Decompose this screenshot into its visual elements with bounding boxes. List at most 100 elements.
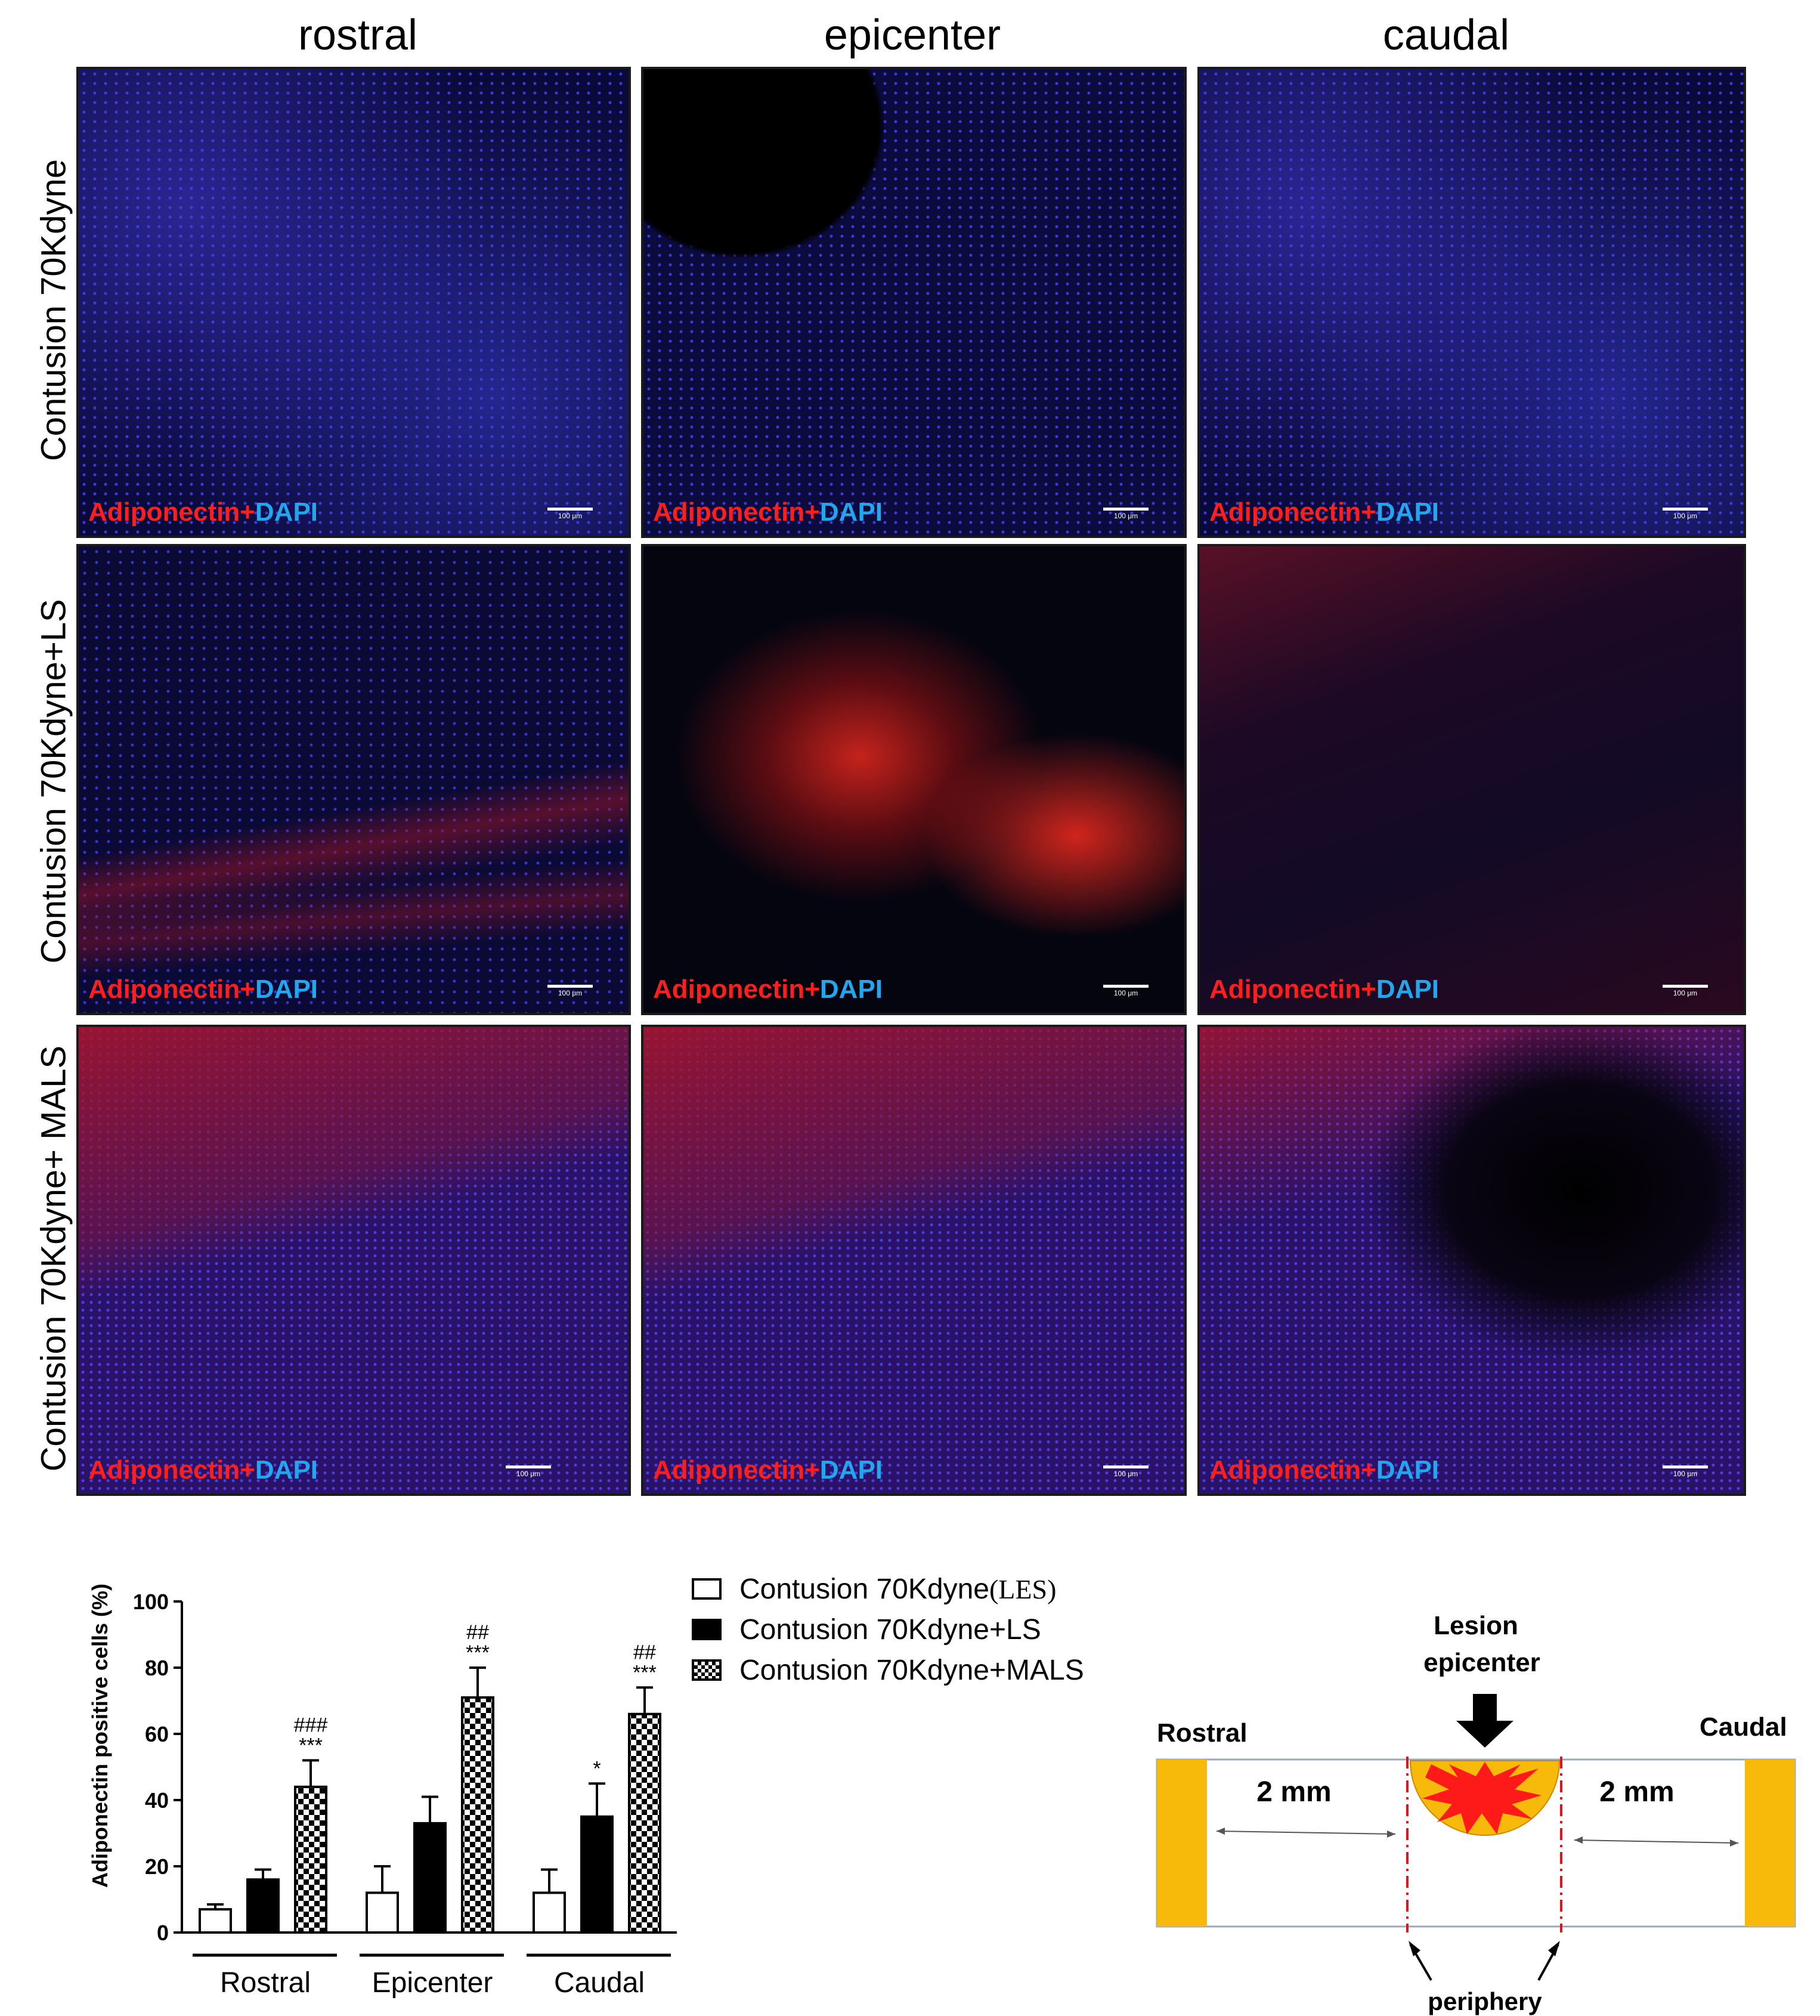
scale-bar-label: 100 μm bbox=[1113, 1470, 1138, 1478]
stain-counterstain: DAPI bbox=[1376, 497, 1440, 527]
scale-bar-label: 100 μm bbox=[1113, 989, 1138, 997]
scale-bar: 100 μm bbox=[1103, 1465, 1149, 1478]
legend-swatch-filled bbox=[692, 1619, 722, 1640]
scale-bar: 100 μm bbox=[1663, 985, 1708, 997]
scale-bar-label: 100 μm bbox=[1113, 512, 1138, 520]
scale-bar: 100 μm bbox=[1103, 985, 1149, 997]
scale-bar-line bbox=[1103, 1465, 1149, 1468]
schematic-lesion-label-2: epicenter bbox=[1423, 1648, 1540, 1677]
micrograph-contusion-ls-epicenter: Adiponectin+DAPI 100 μm bbox=[641, 544, 1187, 1015]
scale-bar-line bbox=[1663, 985, 1708, 988]
micrograph-contusion-mals-caudal: Adiponectin+DAPI 100 μm bbox=[1197, 1025, 1746, 1496]
scale-bar-line bbox=[1103, 985, 1149, 988]
schematic-rostral-label: Rostral bbox=[1157, 1718, 1248, 1748]
micrograph-contusion-rostral: Adiponectin+DAPI 100 μm bbox=[76, 67, 631, 538]
schematic-periphery-label: periphery bbox=[1428, 1987, 1542, 2015]
stain-marker: Adiponectin+ bbox=[88, 497, 255, 527]
scale-bar: 100 μm bbox=[547, 508, 593, 520]
schematic-lesion-label-1: Lesion bbox=[1434, 1611, 1518, 1640]
legend-swatch-checkered bbox=[692, 1659, 722, 1681]
scale-bar: 100 μm bbox=[547, 985, 593, 997]
row-label-contusion-mals: Contusion 70Kdyne+ MALS bbox=[34, 1045, 73, 1472]
schematic-left-distance: 2 mm bbox=[1256, 1776, 1331, 1808]
distance-arrow-left bbox=[1216, 1831, 1396, 1835]
x-category-label: Rostral bbox=[220, 1967, 311, 1999]
bar bbox=[413, 1822, 447, 1934]
stain-counterstain: DAPI bbox=[1376, 1455, 1440, 1485]
scale-bar-label: 100 μm bbox=[516, 1470, 541, 1478]
scale-bar-line bbox=[506, 1465, 551, 1468]
scale-bar-line bbox=[1103, 508, 1149, 511]
legend-label-les: Contusion 70Kdyne bbox=[739, 1573, 989, 1605]
y-tick-label: 40 bbox=[145, 1788, 169, 1813]
stain-label: Adiponectin+DAPI bbox=[88, 497, 318, 527]
legend-label-ls: Contusion 70Kdyne+LS bbox=[739, 1613, 1041, 1646]
schematic-caudal-label: Caudal bbox=[1700, 1712, 1787, 1742]
micrograph-contusion-mals-epicenter: Adiponectin+DAPI 100 μm bbox=[641, 1025, 1187, 1496]
bar bbox=[461, 1696, 494, 1934]
legend-item-les: Contusion 70Kdyne (LES) bbox=[692, 1569, 1084, 1609]
stain-marker: Adiponectin+ bbox=[1209, 497, 1376, 527]
y-tick-label: 20 bbox=[145, 1854, 169, 1879]
bar bbox=[580, 1815, 614, 1934]
stain-marker: Adiponectin+ bbox=[653, 497, 820, 527]
legend-item-mals: Contusion 70Kdyne+MALS bbox=[692, 1650, 1084, 1690]
arrowhead-right-a bbox=[1574, 1836, 1583, 1844]
y-tick-label: 60 bbox=[145, 1722, 169, 1746]
bar bbox=[533, 1891, 566, 1934]
significance-mark: *** bbox=[633, 1661, 657, 1684]
impact-arrow-icon bbox=[1456, 1694, 1513, 1748]
stain-label: Adiponectin+DAPI bbox=[653, 975, 883, 1004]
legend-item-ls: Contusion 70Kdyne+LS bbox=[692, 1609, 1084, 1650]
stain-label: Adiponectin+DAPI bbox=[653, 1455, 883, 1485]
scale-bar-label: 100 μm bbox=[1673, 989, 1698, 997]
column-label-rostral: rostral bbox=[298, 11, 418, 59]
x-category-label: Caudal bbox=[554, 1967, 645, 1999]
y-tick-label: 100 bbox=[133, 1590, 169, 1614]
stain-marker: Adiponectin+ bbox=[1209, 1455, 1376, 1485]
cord-end-caudal bbox=[1745, 1760, 1795, 1927]
stain-label: Adiponectin+DAPI bbox=[1209, 497, 1439, 527]
periphery-pointer-left-head bbox=[1409, 1941, 1420, 1956]
stain-counterstain: DAPI bbox=[819, 975, 883, 1004]
stain-marker: Adiponectin+ bbox=[88, 975, 255, 1004]
distance-arrow-right bbox=[1574, 1839, 1739, 1844]
stain-counterstain: DAPI bbox=[819, 1455, 883, 1485]
bar bbox=[294, 1785, 327, 1934]
bar bbox=[246, 1878, 280, 1934]
y-tick-label: 80 bbox=[145, 1656, 169, 1680]
stain-label: Adiponectin+DAPI bbox=[88, 1455, 318, 1485]
bar-chart: Adiponectin positive cells (%) 0 20 40 60 80… bbox=[88, 1584, 677, 1999]
schematic-right-distance: 2 mm bbox=[1599, 1776, 1674, 1808]
micrograph-contusion-caudal: Adiponectin+DAPI 100 μm bbox=[1197, 67, 1746, 538]
scale-bar-line bbox=[1663, 1465, 1708, 1468]
scale-bar: 100 μm bbox=[1663, 1465, 1708, 1478]
stain-marker: Adiponectin+ bbox=[88, 1455, 255, 1485]
bar bbox=[628, 1712, 661, 1934]
stain-marker: Adiponectin+ bbox=[1209, 975, 1376, 1004]
chart-legend: Contusion 70Kdyne (LES) Contusion 70Kdyn… bbox=[692, 1569, 1084, 1690]
scale-bar-line bbox=[1663, 508, 1708, 511]
lesion-schematic: Lesion epicenter Rostral Caudal 2 mm 2 m… bbox=[1156, 1611, 1796, 2015]
stain-counterstain: DAPI bbox=[255, 497, 318, 527]
legend-swatch-open bbox=[692, 1578, 722, 1600]
significance-mark: *** bbox=[466, 1641, 490, 1664]
scale-bar-line bbox=[547, 985, 593, 988]
stain-label: Adiponectin+DAPI bbox=[653, 497, 883, 527]
scale-bar: 100 μm bbox=[1663, 508, 1708, 520]
micrograph-contusion-epicenter: Adiponectin+DAPI 100 μm bbox=[641, 67, 1187, 538]
scale-bar-label: 100 μm bbox=[1673, 1470, 1698, 1478]
arrowhead-left-b bbox=[1387, 1831, 1395, 1838]
significance-mark: *** bbox=[299, 1734, 323, 1757]
y-tick-label: 0 bbox=[157, 1921, 169, 1945]
column-label-caudal: caudal bbox=[1382, 11, 1510, 59]
legend-label-mals: Contusion 70Kdyne+MALS bbox=[739, 1654, 1084, 1686]
chart-ylabel: Adiponectin positive cells (%) bbox=[88, 1584, 112, 1888]
arrowhead-left-a bbox=[1217, 1828, 1225, 1835]
stain-counterstain: DAPI bbox=[1376, 975, 1440, 1004]
lesion-burst bbox=[1422, 1762, 1542, 1834]
stain-label: Adiponectin+DAPI bbox=[88, 975, 318, 1004]
scale-bar-label: 100 μm bbox=[1673, 512, 1698, 520]
row-label-contusion-ls: Contusion 70Kdyne+LS bbox=[34, 599, 73, 964]
bar bbox=[366, 1891, 399, 1934]
